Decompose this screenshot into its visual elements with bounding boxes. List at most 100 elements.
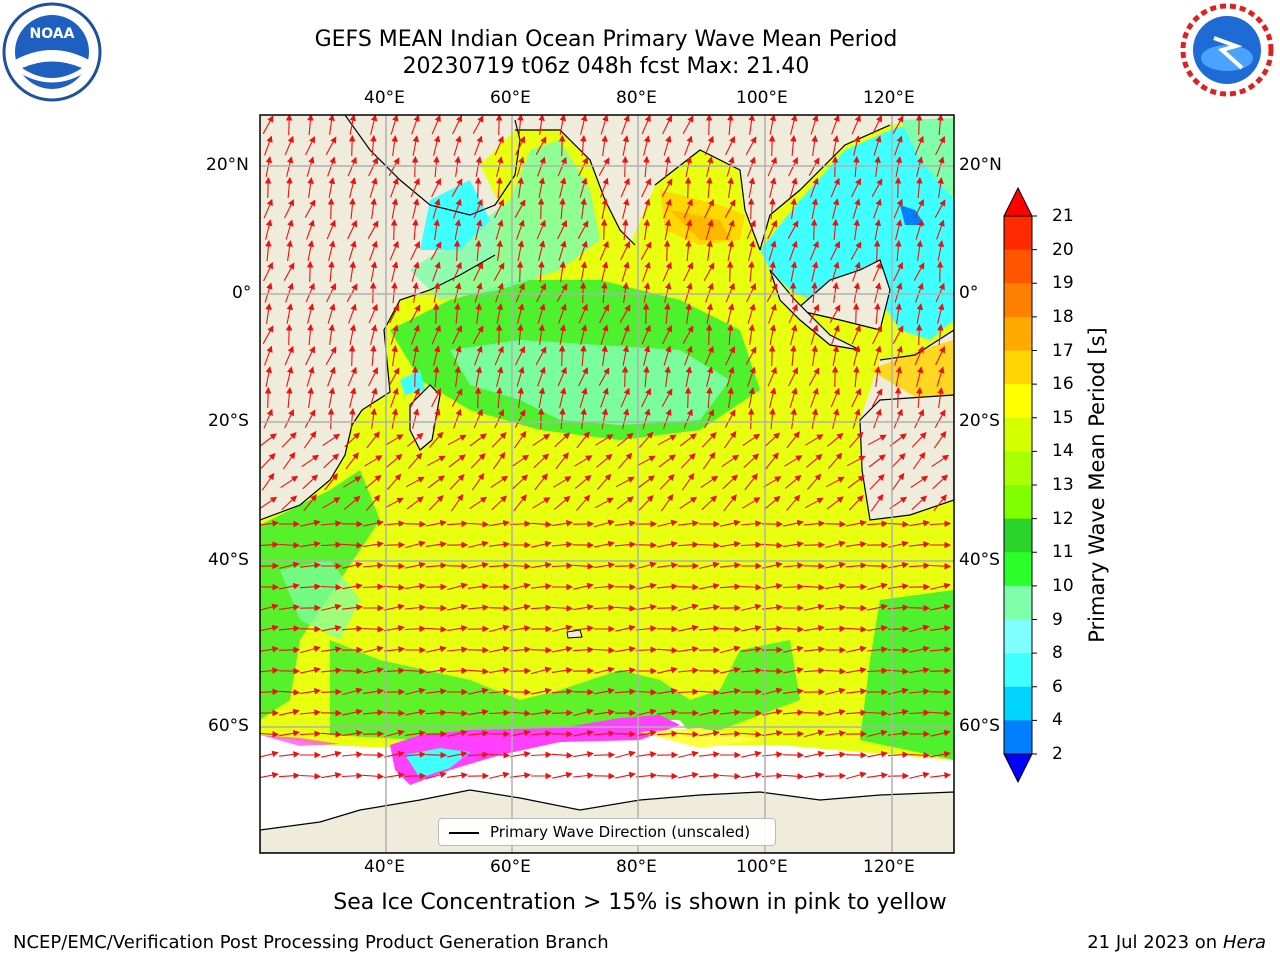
wave-direction-arrow bbox=[368, 303, 378, 324]
wave-direction-arrow bbox=[303, 494, 317, 512]
wave-direction-arrow bbox=[425, 562, 448, 569]
wave-direction-arrow bbox=[260, 433, 277, 447]
wave-direction-arrow bbox=[431, 388, 441, 408]
wave-direction-arrow bbox=[538, 177, 546, 198]
wave-direction-arrow bbox=[699, 729, 720, 737]
wave-direction-arrow bbox=[825, 583, 846, 590]
wave-direction-arrow bbox=[489, 667, 510, 674]
wave-direction-arrow bbox=[391, 198, 399, 219]
wave-direction-arrow bbox=[559, 197, 566, 220]
wave-direction-arrow bbox=[788, 367, 798, 387]
wave-direction-arrow bbox=[705, 323, 713, 346]
colorbar-tick-label: 14 bbox=[1052, 441, 1074, 462]
wave-direction-arrow bbox=[453, 345, 462, 366]
wave-direction-arrow bbox=[768, 303, 777, 324]
wave-direction-arrow bbox=[916, 366, 924, 387]
wave-direction-arrow bbox=[449, 474, 465, 490]
wave-direction-arrow bbox=[286, 156, 294, 177]
wave-direction-arrow bbox=[831, 261, 840, 282]
wave-direction-arrow bbox=[451, 388, 463, 407]
wave-direction-arrow bbox=[803, 541, 826, 549]
wave-direction-arrow bbox=[467, 625, 490, 633]
colorbar-extend-min bbox=[1003, 753, 1033, 784]
wave-direction-arrow bbox=[593, 751, 616, 759]
wave-direction-arrow bbox=[724, 409, 736, 428]
wave-direction-arrow bbox=[531, 666, 552, 675]
wave-direction-arrow bbox=[790, 261, 798, 282]
wave-direction-arrow bbox=[405, 583, 426, 590]
wave-direction-arrow bbox=[659, 474, 675, 490]
wave-direction-arrow bbox=[678, 520, 699, 527]
wave-direction-arrow bbox=[573, 729, 594, 737]
wave-direction-arrow bbox=[767, 366, 777, 387]
wave-direction-arrow bbox=[325, 346, 337, 365]
wave-direction-arrow bbox=[811, 135, 818, 156]
wave-direction-arrow bbox=[726, 260, 734, 283]
wave-direction-arrow bbox=[559, 324, 567, 345]
wave-direction-arrow bbox=[467, 668, 490, 675]
wave-direction-arrow bbox=[327, 366, 336, 387]
wave-direction-arrow bbox=[664, 219, 672, 240]
wave-direction-arrow bbox=[643, 155, 650, 178]
wave-direction-arrow bbox=[473, 408, 483, 429]
wave-direction-arrow bbox=[453, 239, 461, 262]
wave-direction-arrow bbox=[446, 562, 469, 570]
wave-direction-arrow bbox=[831, 155, 839, 178]
wave-direction-arrow bbox=[531, 540, 552, 548]
colorbar-extend-max bbox=[1003, 186, 1033, 217]
wave-direction-arrow bbox=[740, 731, 763, 738]
wave-direction-arrow bbox=[930, 603, 951, 611]
wave-direction-arrow bbox=[576, 431, 590, 449]
wave-direction-arrow bbox=[265, 156, 273, 177]
wave-direction-arrow bbox=[914, 199, 924, 219]
wave-direction-arrow bbox=[362, 773, 385, 780]
wave-direction-arrow bbox=[431, 178, 441, 198]
wave-direction-arrow bbox=[811, 408, 819, 429]
wave-direction-arrow bbox=[348, 344, 356, 367]
wave-direction-arrow bbox=[678, 750, 699, 758]
wave-direction-arrow bbox=[768, 344, 776, 367]
wave-direction-arrow bbox=[641, 324, 651, 345]
wave-direction-arrow bbox=[867, 772, 888, 779]
wave-direction-arrow bbox=[593, 604, 616, 612]
wave-direction-arrow bbox=[385, 453, 403, 468]
wave-direction-arrow bbox=[719, 772, 742, 780]
wave-direction-arrow bbox=[345, 452, 359, 470]
wave-direction-arrow bbox=[552, 667, 573, 674]
wave-direction-arrow bbox=[364, 455, 383, 467]
colorbar-tick-label: 6 bbox=[1052, 676, 1063, 697]
wave-direction-arrow bbox=[299, 625, 322, 633]
wave-direction-arrow bbox=[306, 260, 314, 283]
wave-direction-arrow bbox=[614, 688, 637, 695]
wave-direction-arrow bbox=[341, 772, 364, 780]
wave-direction-arrow bbox=[598, 157, 610, 176]
wave-direction-arrow bbox=[825, 730, 846, 737]
wave-direction-arrow bbox=[636, 561, 657, 570]
wave-direction-arrow bbox=[830, 387, 840, 408]
wave-direction-arrow bbox=[496, 176, 503, 199]
wave-direction-arrow bbox=[344, 432, 361, 448]
wave-direction-arrow bbox=[307, 323, 314, 346]
wave-direction-arrow bbox=[405, 540, 426, 549]
wave-direction-arrow bbox=[452, 115, 462, 135]
wave-direction-arrow bbox=[278, 772, 301, 779]
wave-direction-arrow bbox=[538, 387, 546, 408]
wave-direction-arrow bbox=[825, 604, 846, 611]
wave-direction-arrow bbox=[386, 473, 402, 490]
wave-direction-arrow bbox=[264, 135, 273, 156]
wave-direction-arrow bbox=[510, 750, 531, 758]
wave-direction-arrow bbox=[306, 366, 315, 387]
wave-direction-arrow bbox=[915, 115, 923, 136]
wave-direction-arrow bbox=[810, 177, 819, 198]
wave-direction-arrow bbox=[285, 115, 293, 136]
lat-label-left: 60°S bbox=[208, 716, 249, 736]
wave-direction-arrow bbox=[349, 197, 356, 220]
wave-direction-arrow bbox=[531, 709, 552, 716]
wave-direction-arrow bbox=[517, 115, 524, 136]
wave-direction-arrow bbox=[474, 345, 483, 366]
wave-direction-arrow bbox=[641, 115, 651, 135]
wave-direction-arrow bbox=[447, 434, 467, 446]
wave-direction-arrow bbox=[580, 324, 588, 345]
wave-direction-arrow bbox=[661, 388, 673, 407]
wave-direction-arrow bbox=[573, 772, 594, 779]
